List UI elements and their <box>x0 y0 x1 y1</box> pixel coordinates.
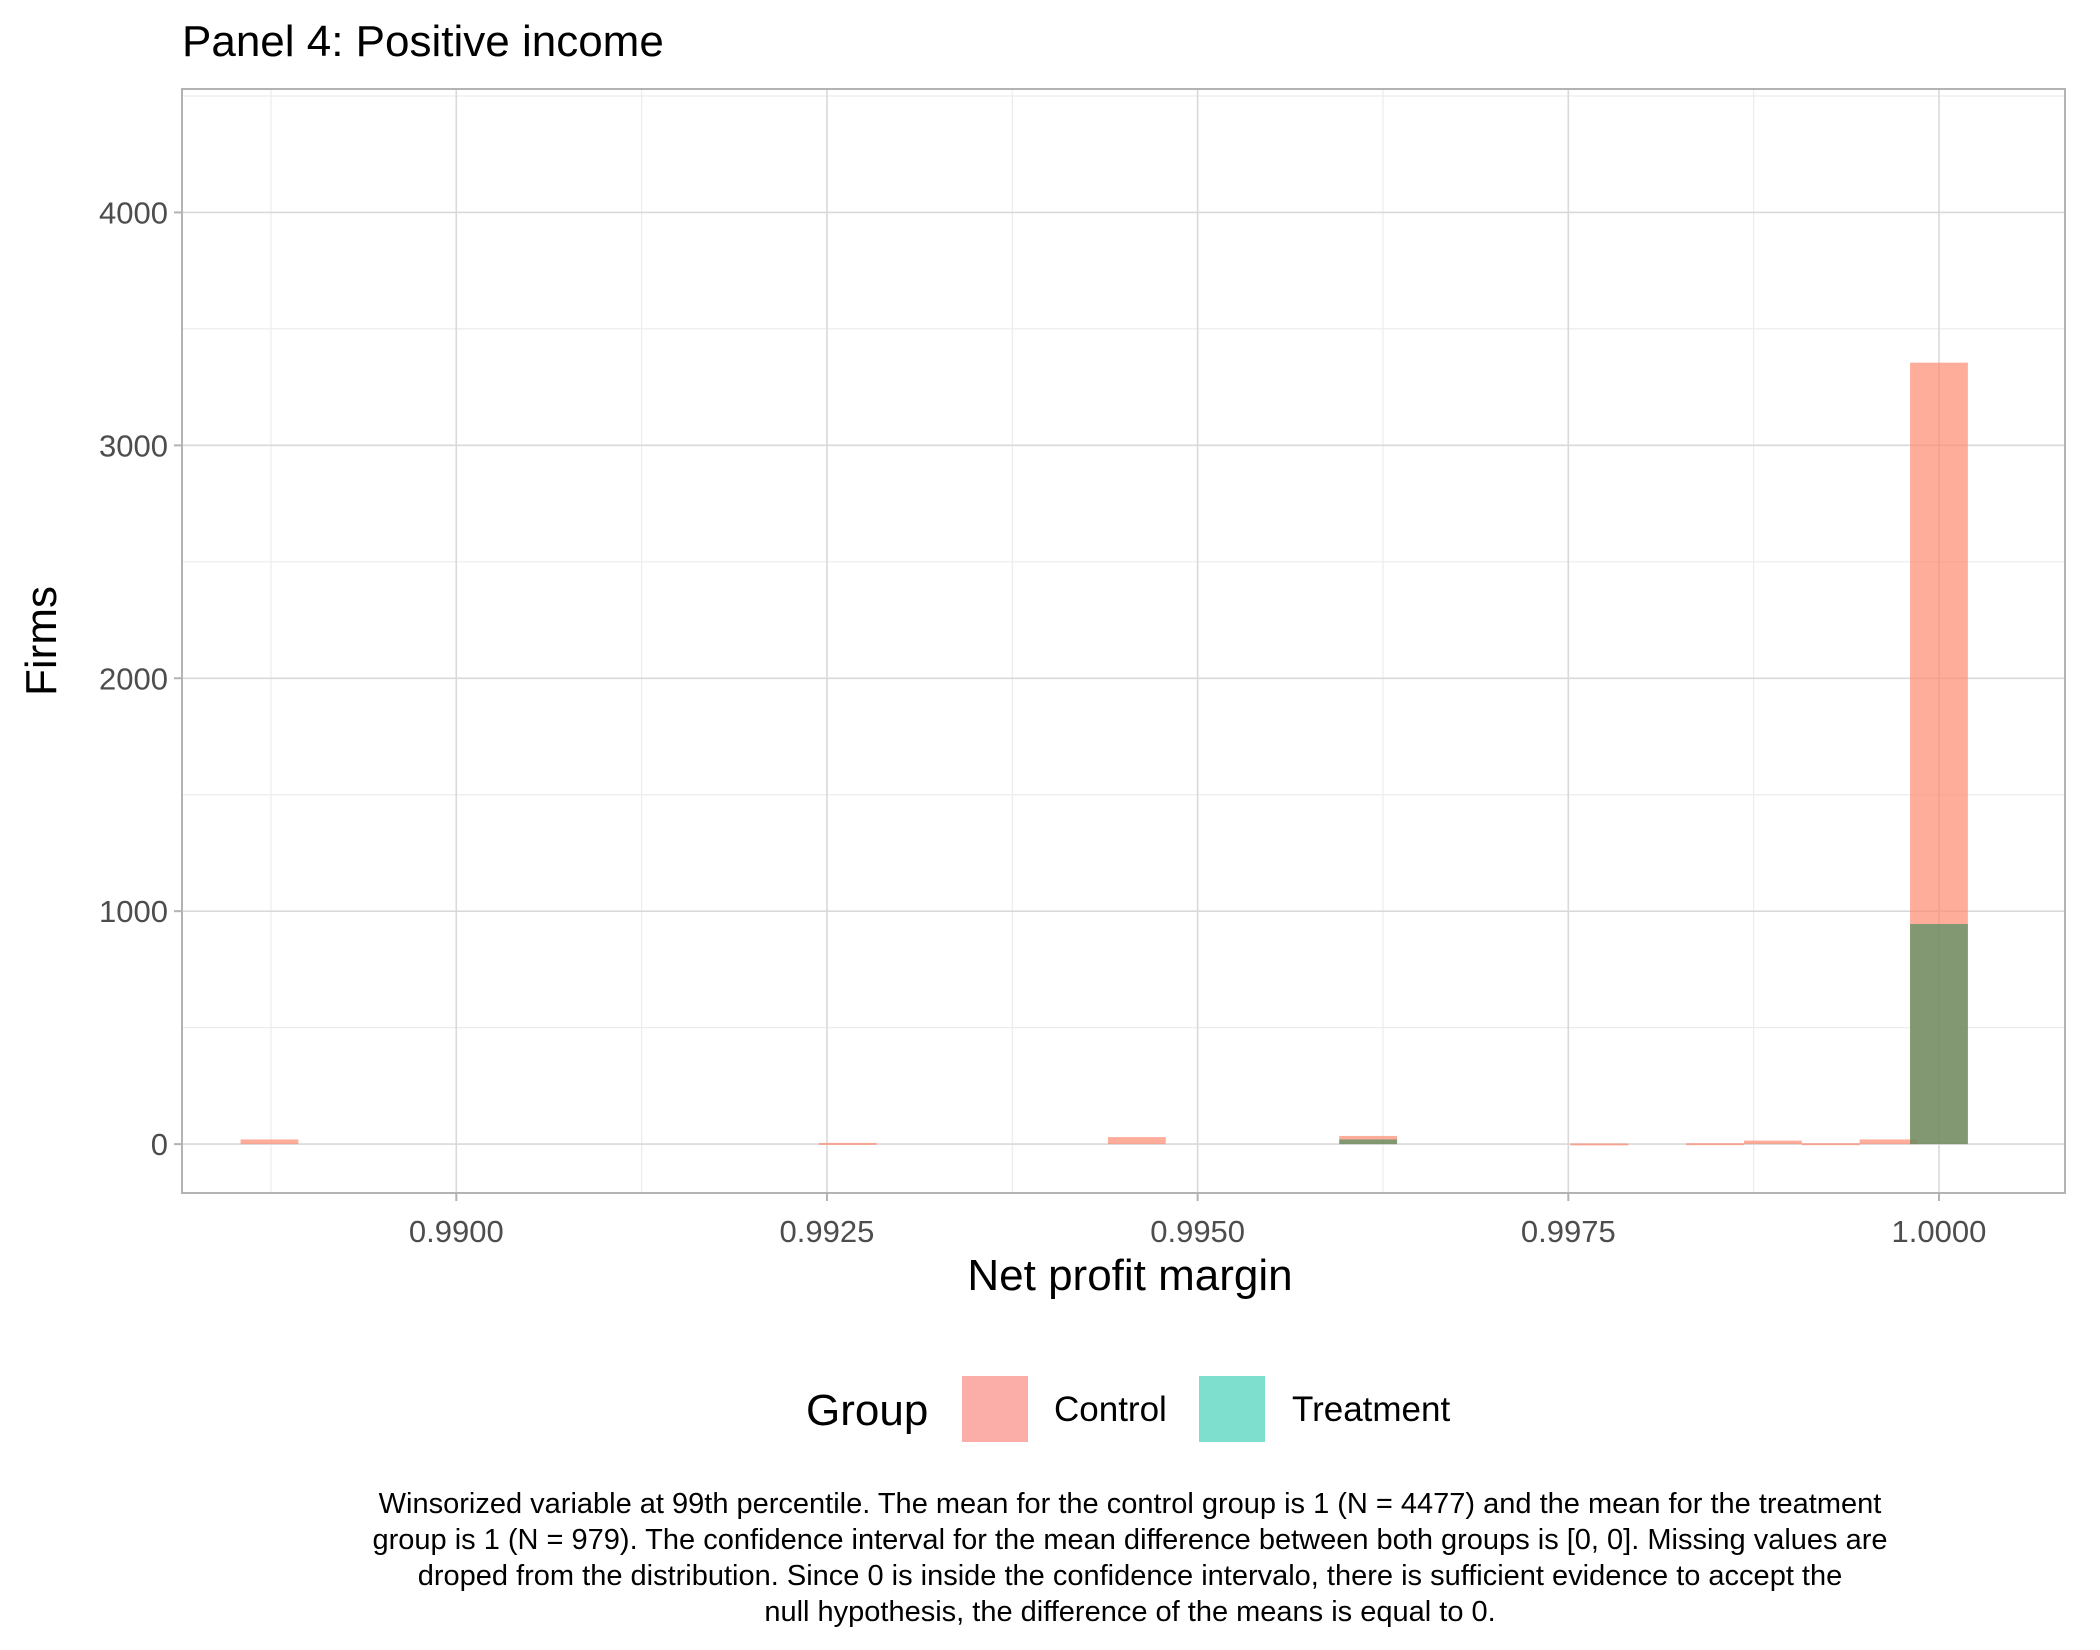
bar-treatment <box>1910 923 1968 1145</box>
y-tick-label: 0 <box>151 1127 168 1162</box>
caption-line: group is 1 (N = 979). The confidence int… <box>372 1524 1888 1556</box>
x-tick-label: 0.9925 <box>780 1214 875 1249</box>
legend-key-treatment <box>1199 1376 1265 1442</box>
bar-control <box>1744 1140 1802 1145</box>
chart-title: Panel 4: Positive income <box>182 17 664 66</box>
y-tick-label: 3000 <box>99 428 168 463</box>
caption-line: null hypothesis, the difference of the m… <box>764 1596 1496 1628</box>
bar-control <box>1570 1143 1629 1146</box>
grid-minor <box>182 89 2065 1193</box>
caption-line: droped from the distribution. Since 0 is… <box>417 1560 1843 1592</box>
y-tick-label: 4000 <box>99 195 168 230</box>
x-axis-title: Net profit margin <box>967 1251 1292 1300</box>
legend: Group Control Treatment <box>806 1376 1450 1442</box>
x-axis: 0.9900 0.9925 0.9950 0.9975 1.0000 <box>409 1193 1987 1249</box>
y-tick-label: 2000 <box>99 661 168 696</box>
bar-control <box>240 1139 299 1145</box>
x-tick-label: 0.9900 <box>409 1214 504 1249</box>
bar-treatment <box>1339 1139 1398 1145</box>
plot-panel <box>181 88 2066 1194</box>
y-axis-title: Firms <box>17 586 66 696</box>
bar-control <box>1859 1139 1918 1145</box>
panel-background <box>182 89 2065 1193</box>
bars <box>240 362 1968 1146</box>
caption-line: Winsorized variable at 99th percentile. … <box>378 1488 1882 1520</box>
panel-border <box>181 88 2066 1194</box>
legend-label-treatment: Treatment <box>1292 1390 1450 1429</box>
x-tick-label: 0.9950 <box>1150 1214 1245 1249</box>
x-tick-label: 1.0000 <box>1892 1214 1987 1249</box>
bar-control <box>1107 1137 1166 1145</box>
bar-control <box>818 1142 877 1145</box>
y-axis: 0 1000 2000 3000 4000 <box>99 195 182 1162</box>
legend-label-control: Control <box>1054 1390 1167 1429</box>
chart-caption: Winsorized variable at 99th percentile. … <box>150 1486 2100 1630</box>
bar-control <box>1801 1143 1860 1146</box>
bar-control <box>1686 1143 1745 1146</box>
x-tick-label: 0.9975 <box>1521 1214 1616 1249</box>
legend-title: Group <box>806 1386 928 1435</box>
legend-key-control <box>962 1376 1028 1442</box>
y-tick-label: 1000 <box>99 894 168 929</box>
